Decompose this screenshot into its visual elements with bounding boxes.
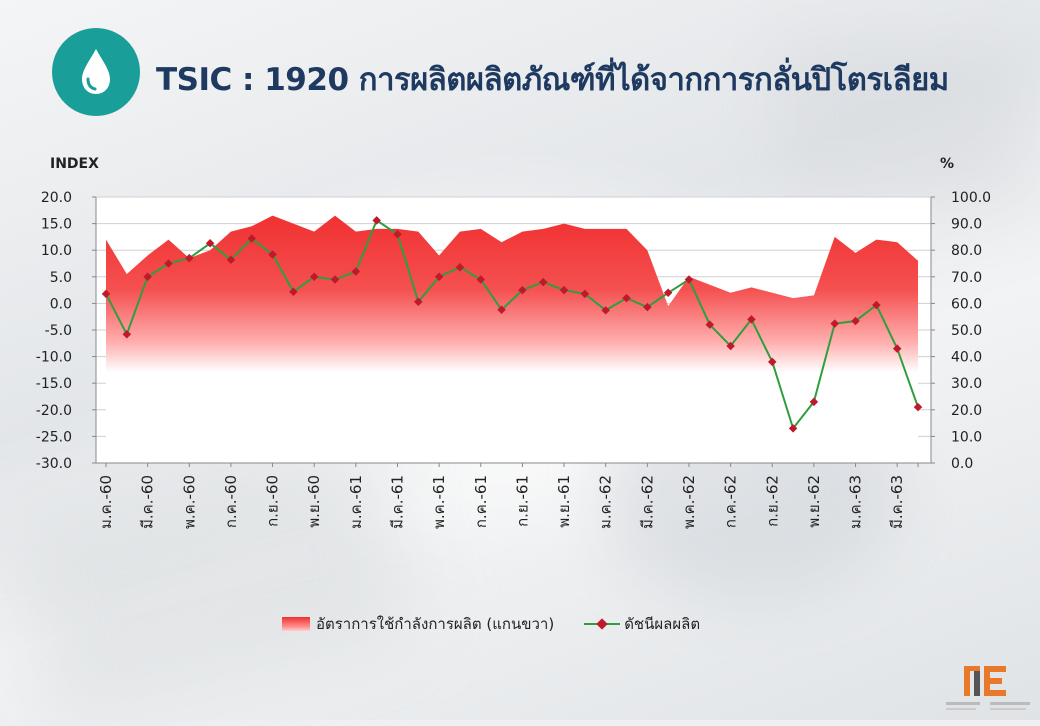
index-point: [830, 319, 839, 328]
right-tick-label: 70.0: [951, 270, 982, 286]
legend-swatch-area: [282, 617, 310, 631]
index-point: [788, 424, 798, 433]
index-point: [580, 289, 590, 299]
left-axis-title: INDEX: [50, 156, 99, 172]
index-point: [518, 285, 527, 295]
x-tick-label: ก.ค.-61: [472, 475, 490, 528]
left-tick-label: -5.0: [45, 323, 72, 339]
index-point: [164, 259, 173, 268]
right-tick-label: 100.0: [951, 190, 991, 206]
index-point: [122, 330, 132, 339]
index-point: [663, 288, 673, 298]
index-point: [414, 297, 423, 307]
x-tick-label: มี.ค.-63: [888, 475, 906, 529]
right-tick-label: 80.0: [951, 243, 982, 259]
index-point: [705, 320, 715, 329]
page-title: TSIC : 1920 การผลิตผลิตภัณฑ์ที่ได้จากการ…: [156, 62, 949, 98]
left-tick-label: -30.0: [36, 456, 72, 472]
x-tick-label: พ.ค.-62: [680, 475, 698, 529]
x-tick-label: มี.ค.-61: [388, 475, 406, 529]
right-tick-label: 90.0: [951, 217, 982, 233]
background-shape: [780, 40, 1020, 200]
right-axis-title: %: [940, 156, 954, 172]
right-tick-label: 20.0: [951, 403, 982, 419]
index-point: [330, 275, 340, 284]
index-point: [851, 316, 860, 326]
capacity-area: [106, 215, 918, 463]
x-tick-label: พ.ย.-60: [305, 475, 323, 528]
right-tick-label: 40.0: [951, 350, 982, 366]
left-tick-label: 15.0: [41, 217, 72, 233]
index-point: [372, 216, 381, 225]
index-point: [185, 253, 194, 263]
header: TSIC : 1920 การผลิตผลิตภัณฑ์ที่ได้จากการ…: [52, 28, 1032, 118]
index-point: [809, 397, 819, 407]
left-tick-label: 5.0: [50, 270, 72, 286]
x-tick-label: ม.ค.-63: [847, 475, 865, 529]
x-tick-label: ก.ย.-60: [264, 475, 282, 527]
right-tick-label: 50.0: [951, 323, 982, 339]
index-point: [351, 267, 361, 276]
x-tick-label: มี.ค.-60: [139, 475, 157, 529]
legend: อัตราการใช้กำลังการผลิต (แกนขวา) ดัชนีผล…: [282, 612, 730, 636]
index-point: [643, 302, 652, 312]
legend-item-capacity: อัตราการใช้กำลังการผลิต (แกนขวา): [282, 612, 554, 636]
x-tick-label: มี.ค.-62: [638, 475, 656, 529]
index-point: [768, 357, 777, 367]
index-point: [726, 341, 735, 351]
index-point: [913, 402, 923, 412]
index-point: [455, 262, 465, 272]
right-tick-label: 10.0: [951, 429, 982, 445]
index-point: [226, 255, 236, 265]
right-tick-label: 0.0: [951, 456, 973, 472]
index-line: [105, 218, 919, 431]
left-tick-label: -15.0: [36, 376, 72, 392]
index-point: [309, 272, 319, 282]
index-point: [247, 234, 256, 243]
left-tick-label: 20.0: [41, 190, 72, 206]
x-tick-label: พ.ย.-61: [555, 475, 573, 528]
index-point: [684, 275, 694, 284]
legend-label-index: ดัชนีผลผลิต: [624, 615, 701, 633]
index-point: [497, 305, 506, 315]
x-tick-label: ก.ค.-62: [722, 475, 740, 528]
index-point: [289, 287, 298, 296]
left-tick-label: -20.0: [36, 403, 72, 419]
x-tick-label: พ.ค.-60: [180, 475, 198, 529]
right-tick-label: 30.0: [951, 376, 982, 392]
index-point: [747, 315, 756, 324]
legend-swatch-line: [584, 616, 621, 632]
x-tick-label: ก.ค.-60: [222, 475, 240, 528]
x-tick-label: ก.ย.-61: [513, 475, 531, 527]
index-point: [622, 293, 631, 303]
drop-icon: [52, 28, 140, 116]
index-point: [434, 272, 444, 282]
left-tick-label: -10.0: [36, 350, 72, 366]
x-tick-label: พ.ค.-61: [430, 475, 448, 529]
legend-item-index: ดัชนีผลผลิต: [584, 612, 700, 636]
x-tick-label: ม.ค.-60: [97, 475, 115, 529]
index-point: [143, 272, 152, 282]
left-tick-label: -25.0: [36, 429, 72, 445]
oie-logo: [944, 660, 1034, 718]
x-tick-label: พ.ย.-62: [805, 475, 823, 528]
index-point: [268, 250, 277, 259]
index-point: [872, 300, 881, 310]
x-tick-label: ม.ค.-62: [597, 475, 615, 529]
right-tick-label: 60.0: [951, 296, 982, 312]
left-tick-label: 0.0: [50, 296, 72, 312]
index-point: [892, 344, 902, 353]
index-point: [393, 229, 402, 239]
left-tick-label: 10.0: [41, 243, 72, 259]
x-tick-label: ก.ย.-62: [763, 475, 781, 527]
index-point: [559, 285, 569, 295]
index-point: [101, 289, 111, 299]
index-point: [601, 306, 610, 315]
legend-label-capacity: อัตราการใช้กำลังการผลิต (แกนขวา): [316, 615, 555, 633]
x-tick-label: ม.ค.-61: [347, 475, 365, 529]
index-point: [205, 239, 215, 248]
index-point: [476, 275, 486, 284]
index-point: [538, 277, 548, 287]
